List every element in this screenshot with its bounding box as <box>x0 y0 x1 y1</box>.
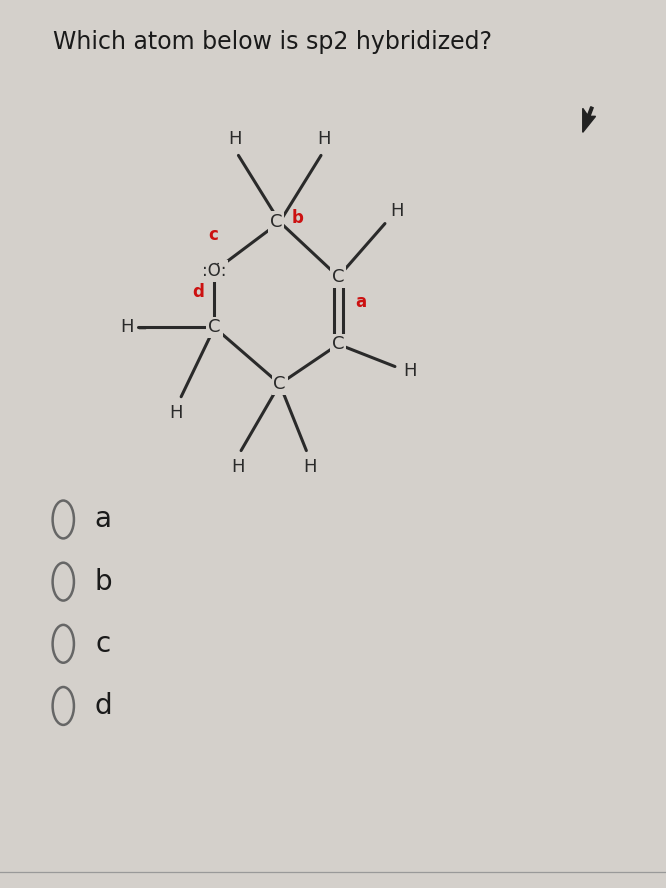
Text: a: a <box>95 505 112 534</box>
Text: d: d <box>95 692 112 720</box>
Text: C: C <box>208 319 220 337</box>
Text: H: H <box>121 319 134 337</box>
Text: d: d <box>192 283 204 301</box>
Text: H: H <box>390 202 404 220</box>
Text: H: H <box>403 362 416 380</box>
Text: H: H <box>318 130 331 147</box>
Text: Which atom below is sp2 hybridized?: Which atom below is sp2 hybridized? <box>53 30 492 54</box>
Text: b: b <box>95 567 112 596</box>
Text: C: C <box>332 336 344 353</box>
Text: H: H <box>303 458 316 477</box>
Text: H: H <box>231 458 244 477</box>
Text: C: C <box>270 213 282 231</box>
Text: –: – <box>137 319 146 337</box>
Polygon shape <box>583 107 595 132</box>
Text: C: C <box>274 375 286 393</box>
Text: H: H <box>228 130 242 147</box>
Text: a: a <box>356 293 366 311</box>
Text: C: C <box>332 268 344 286</box>
Text: H: H <box>169 404 182 422</box>
Text: c: c <box>208 226 218 244</box>
Text: b: b <box>292 210 304 227</box>
Text: c: c <box>96 630 111 658</box>
Text: :Ö:: :Ö: <box>202 262 226 280</box>
